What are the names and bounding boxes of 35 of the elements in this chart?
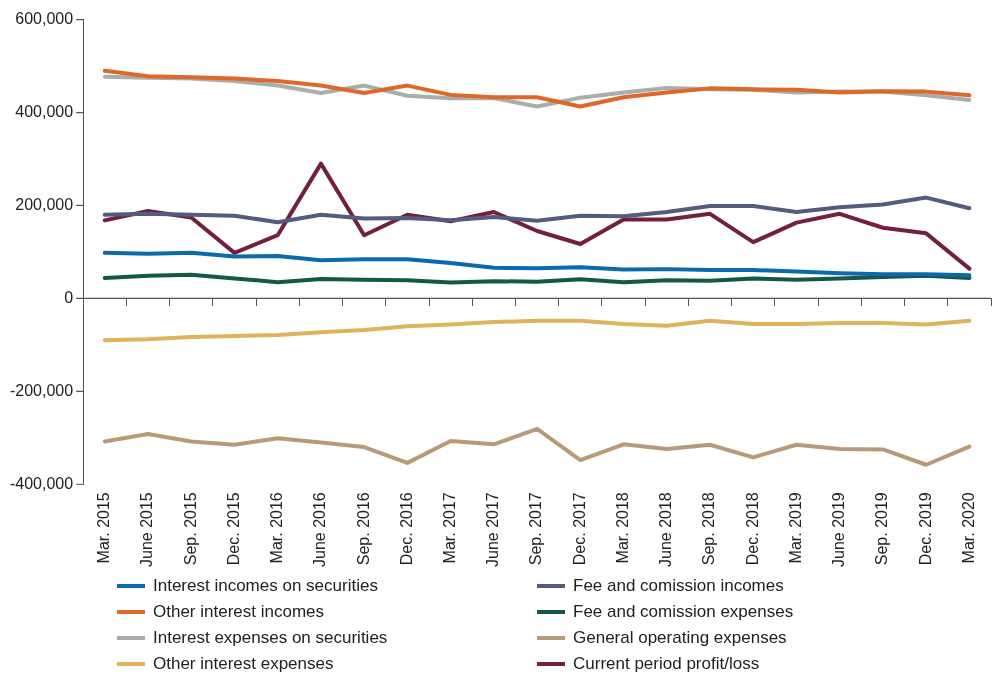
y-tick-label: -400,000 (9, 474, 74, 492)
legend-label: Current period profit/loss (573, 654, 760, 674)
x-tick-label: Mar. 2020 (959, 492, 977, 564)
legend-label: Other interest expenses (153, 654, 334, 674)
x-tick-label: Sep. 2019 (873, 492, 891, 566)
x-tick-label: June 2019 (830, 492, 848, 567)
legend-label: Interest expenses on securities (153, 628, 388, 648)
x-tick-label: Mar. 2017 (441, 492, 459, 564)
legend-label: Other interest incomes (153, 602, 325, 622)
legend-label: General operating expenses (573, 628, 787, 648)
x-tick-label: June 2016 (311, 492, 329, 567)
x-tick-label: June 2015 (138, 492, 156, 567)
x-tick-label: Dec. 2019 (916, 492, 934, 566)
legend-label: Fee and comission expenses (573, 602, 794, 622)
x-tick-label: Dec. 2016 (397, 492, 415, 566)
legend-label: Fee and comission incomes (573, 576, 784, 596)
x-tick-label: Mar. 2018 (613, 492, 631, 564)
x-tick-label: Mar. 2015 (95, 492, 113, 564)
x-tick-label: June 2018 (657, 492, 675, 567)
x-tick-label: Sep. 2016 (354, 492, 372, 566)
x-tick-label: Dec. 2018 (743, 492, 761, 566)
y-tick-label: -200,000 (9, 381, 74, 399)
x-tick-label: Sep. 2018 (700, 492, 718, 566)
x-tick-label: Dec. 2017 (570, 492, 588, 566)
legend-label: Interest incomes on securities (153, 576, 378, 596)
x-tick-label: Mar. 2016 (268, 492, 286, 564)
x-tick-label: Sep. 2015 (181, 492, 199, 566)
x-tick-label: Mar. 2019 (786, 492, 804, 564)
x-tick-label: Dec. 2015 (224, 492, 242, 566)
y-tick-label: 200,000 (15, 195, 74, 213)
x-tick-label: Sep. 2017 (527, 492, 545, 566)
y-tick-label: 600,000 (15, 10, 74, 28)
x-tick-label: June 2017 (484, 492, 502, 567)
y-tick-label: 0 (64, 288, 74, 306)
y-tick-label: 400,000 (15, 102, 74, 120)
